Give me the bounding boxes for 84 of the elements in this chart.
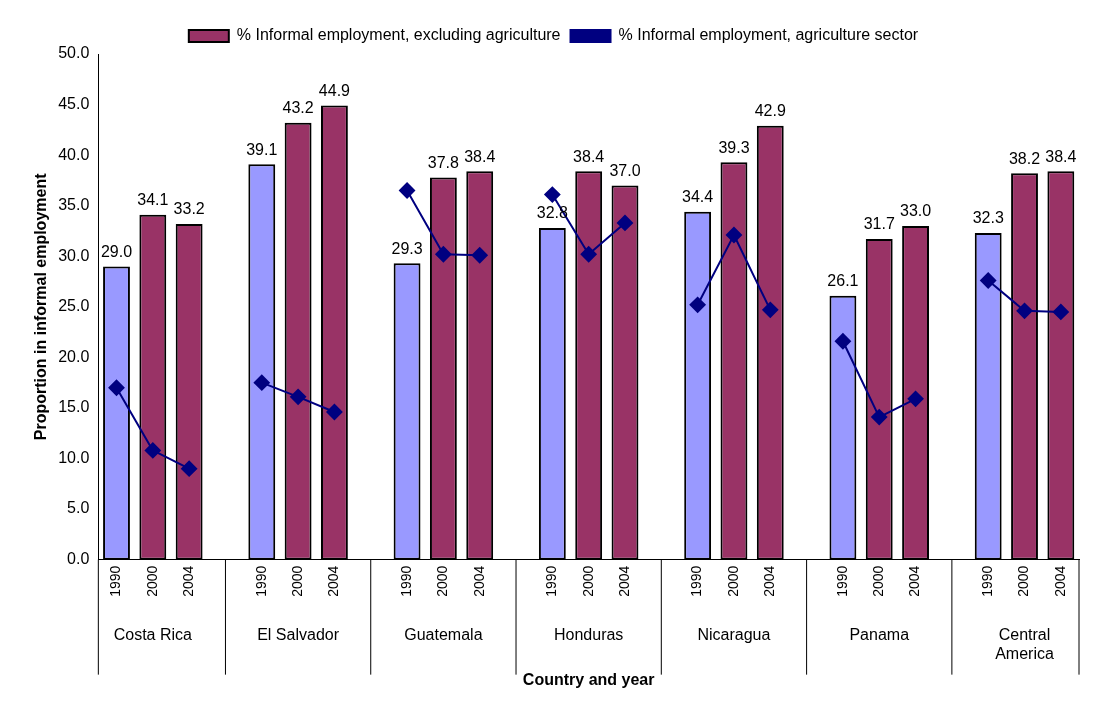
point xyxy=(471,247,488,264)
data-label: 34.1 xyxy=(137,191,169,209)
x-tick-label: 1990 xyxy=(252,565,269,597)
x-tick-label: 2000 xyxy=(288,565,305,597)
point xyxy=(290,388,307,405)
x-tick-label: 1990 xyxy=(833,565,850,597)
text: El Salvador xyxy=(257,626,340,644)
x-tick-label: 1990 xyxy=(979,565,996,597)
x-tick-label: 2004 xyxy=(180,565,196,597)
point xyxy=(544,186,561,203)
data-label: 29.3 xyxy=(391,239,423,257)
x-tick-label: 2000 xyxy=(724,565,741,597)
y-tick-label: 15.0 xyxy=(58,398,90,416)
y-tick-label: 0.0 xyxy=(67,550,90,568)
y-tick-label: 20.0 xyxy=(58,347,90,365)
point xyxy=(144,442,161,459)
point xyxy=(907,390,924,407)
y-axis-title: Proportion in informal employment xyxy=(32,172,50,441)
x-tick-label: 2000 xyxy=(579,565,596,597)
y-tick-label: 40.0 xyxy=(58,145,90,163)
data-label: 38.4 xyxy=(573,147,605,165)
text: Costa Rica xyxy=(113,626,193,644)
x-tick-label: 1990 xyxy=(543,565,560,597)
point xyxy=(616,214,633,231)
x-axis-title: Country and year xyxy=(522,670,655,688)
x-tick-label: 2004 xyxy=(761,565,778,597)
legend-label: % Informal employment, excluding agriculture xyxy=(236,26,561,44)
x-tick-label: 2000 xyxy=(1015,565,1032,597)
point xyxy=(1052,303,1069,320)
x-tick-label: 2004 xyxy=(1051,565,1068,597)
x-tick-label: 2004 xyxy=(615,565,632,597)
data-label: 38.4 xyxy=(464,147,496,165)
point xyxy=(253,374,270,391)
point xyxy=(1016,302,1033,319)
y-tick-label: 45.0 xyxy=(58,94,90,112)
data-label: 38.4 xyxy=(1045,147,1077,165)
y-tick-label: 35.0 xyxy=(58,196,90,214)
data-label: 31.7 xyxy=(863,215,895,233)
text: Guatemala xyxy=(404,626,483,644)
data-label: 39.3 xyxy=(718,138,750,156)
data-label: 39.1 xyxy=(246,140,278,158)
text: Panama xyxy=(849,626,910,644)
point xyxy=(399,182,416,199)
text: Honduras xyxy=(553,626,624,644)
x-tick-label: 1990 xyxy=(688,565,705,597)
data-label: 42.9 xyxy=(754,102,786,120)
point xyxy=(980,272,997,289)
data-label: 43.2 xyxy=(282,99,314,117)
data-label: 37.8 xyxy=(427,153,460,171)
point xyxy=(108,379,125,396)
text: Central America xyxy=(995,626,1054,663)
x-tick-label: 2000 xyxy=(434,565,451,597)
data-label: 38.2 xyxy=(1008,149,1041,167)
x-tick-label: 2000 xyxy=(143,565,160,597)
point xyxy=(762,301,779,318)
point xyxy=(689,296,706,313)
point xyxy=(326,404,343,420)
x-tick-label: 2004 xyxy=(470,565,487,597)
x-tick-label: 1990 xyxy=(107,565,124,597)
data-label: 44.9 xyxy=(318,81,351,99)
text: Nicaragua xyxy=(697,626,771,644)
data-label: 33.2 xyxy=(173,200,205,218)
point xyxy=(725,227,742,244)
data-label: 29.0 xyxy=(100,242,133,260)
data-label: 34.4 xyxy=(682,188,714,206)
point xyxy=(580,246,597,263)
point xyxy=(181,460,198,477)
y-tick-label: 30.0 xyxy=(58,246,90,264)
legend-label: % Informal employment, agriculture sector xyxy=(618,26,919,44)
data-label: 32.3 xyxy=(972,209,1004,227)
data-label: 37.0 xyxy=(609,161,641,179)
y-tick-label: 25.0 xyxy=(58,297,90,315)
x-tick-label: 2004 xyxy=(906,565,923,597)
x-tick-label: 1990 xyxy=(397,565,414,597)
point xyxy=(834,333,851,350)
data-label: 26.1 xyxy=(827,272,859,290)
y-tick-label: 50.0 xyxy=(58,44,90,62)
x-tick-label: 2004 xyxy=(325,565,342,597)
point xyxy=(435,246,452,263)
y-tick-label: 5.0 xyxy=(67,499,90,517)
y-tick-label: 10.0 xyxy=(58,448,90,466)
data-label: 33.0 xyxy=(899,202,932,220)
point xyxy=(871,409,888,426)
x-tick-label: 2000 xyxy=(870,565,887,597)
